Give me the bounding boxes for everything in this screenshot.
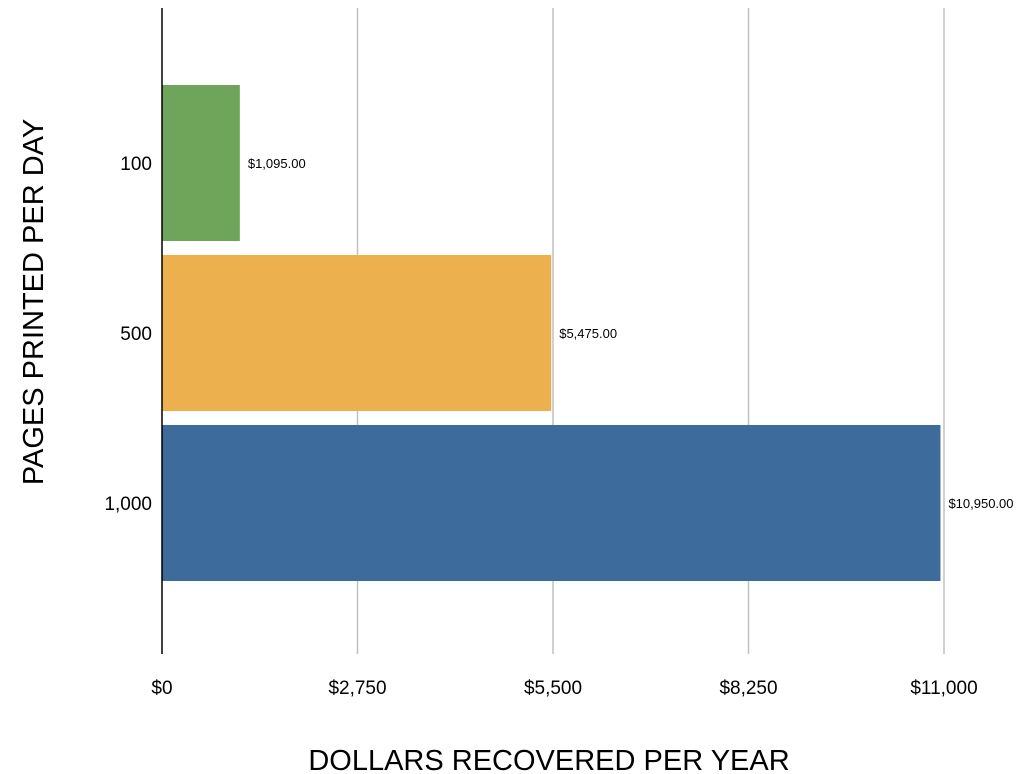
x-tick-label: $5,500 xyxy=(524,678,582,699)
x-tick-label: $11,000 xyxy=(910,678,977,699)
y-tick-label: 500 xyxy=(120,324,152,345)
x-tick-label: $8,250 xyxy=(719,678,777,699)
bar-100 xyxy=(162,85,240,241)
y-axis-title: PAGES PRINTED PER DAY xyxy=(18,119,50,485)
y-tick-labels: 100 500 1,000 xyxy=(104,154,152,515)
x-tick-label: $0 xyxy=(151,678,172,699)
x-axis-title: DOLLARS RECOVERED PER YEAR xyxy=(308,745,789,774)
data-labels: $1,095.00 $5,475.00 $10,950.00 xyxy=(248,156,1014,511)
bar-value-label: $5,475.00 xyxy=(559,326,617,341)
bar-value-label: $10,950.00 xyxy=(948,496,1013,511)
y-tick-label: 100 xyxy=(120,154,152,175)
x-tick-labels: $0 $2,750 $5,500 $8,250 $11,000 xyxy=(151,678,977,699)
x-tick-label: $2,750 xyxy=(328,678,386,699)
bar-500 xyxy=(162,255,552,411)
bar-value-label: $1,095.00 xyxy=(248,156,306,171)
bars xyxy=(162,85,941,581)
y-tick-label: 1,000 xyxy=(104,494,152,515)
bar-1000 xyxy=(162,425,941,581)
